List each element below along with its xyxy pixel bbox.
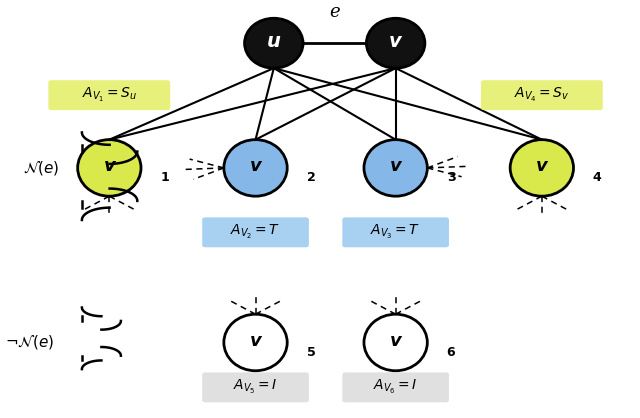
FancyBboxPatch shape <box>342 217 449 247</box>
Text: $A_{V_1} = S_u$: $A_{V_1} = S_u$ <box>81 86 137 104</box>
FancyBboxPatch shape <box>202 217 309 247</box>
Ellipse shape <box>244 18 303 68</box>
Text: v: v <box>250 332 261 350</box>
Text: $A_{V_2} = T$: $A_{V_2} = T$ <box>230 223 281 241</box>
Ellipse shape <box>364 314 428 371</box>
Text: $\mathcal{N}(e)$: $\mathcal{N}(e)$ <box>23 159 60 177</box>
Ellipse shape <box>224 140 287 196</box>
Text: 2: 2 <box>307 171 316 184</box>
Text: 3: 3 <box>447 171 456 184</box>
Text: 5: 5 <box>307 346 316 359</box>
Text: $\neg\mathcal{N}(e)$: $\neg\mathcal{N}(e)$ <box>5 334 54 352</box>
Text: v: v <box>536 158 548 176</box>
Text: e: e <box>330 3 340 21</box>
Text: 1: 1 <box>161 171 169 184</box>
FancyBboxPatch shape <box>481 80 603 110</box>
Text: $A_{V_3} = T$: $A_{V_3} = T$ <box>371 223 420 241</box>
Ellipse shape <box>366 18 425 68</box>
Text: u: u <box>267 33 281 51</box>
Text: v: v <box>390 158 401 176</box>
Ellipse shape <box>77 140 141 196</box>
FancyBboxPatch shape <box>49 80 170 110</box>
Text: v: v <box>250 158 261 176</box>
Text: v: v <box>389 33 402 51</box>
Text: 4: 4 <box>593 171 602 184</box>
Text: v: v <box>104 158 115 176</box>
Text: $A_{V_5} = I$: $A_{V_5} = I$ <box>233 378 278 396</box>
Text: $A_{V_6} = I$: $A_{V_6} = I$ <box>373 378 418 396</box>
Ellipse shape <box>510 140 573 196</box>
FancyBboxPatch shape <box>342 372 449 403</box>
Text: 6: 6 <box>447 346 456 359</box>
Text: v: v <box>390 332 401 350</box>
FancyBboxPatch shape <box>202 372 309 403</box>
Ellipse shape <box>224 314 287 371</box>
Ellipse shape <box>364 140 428 196</box>
Text: $A_{V_4} = S_v$: $A_{V_4} = S_v$ <box>514 86 570 104</box>
